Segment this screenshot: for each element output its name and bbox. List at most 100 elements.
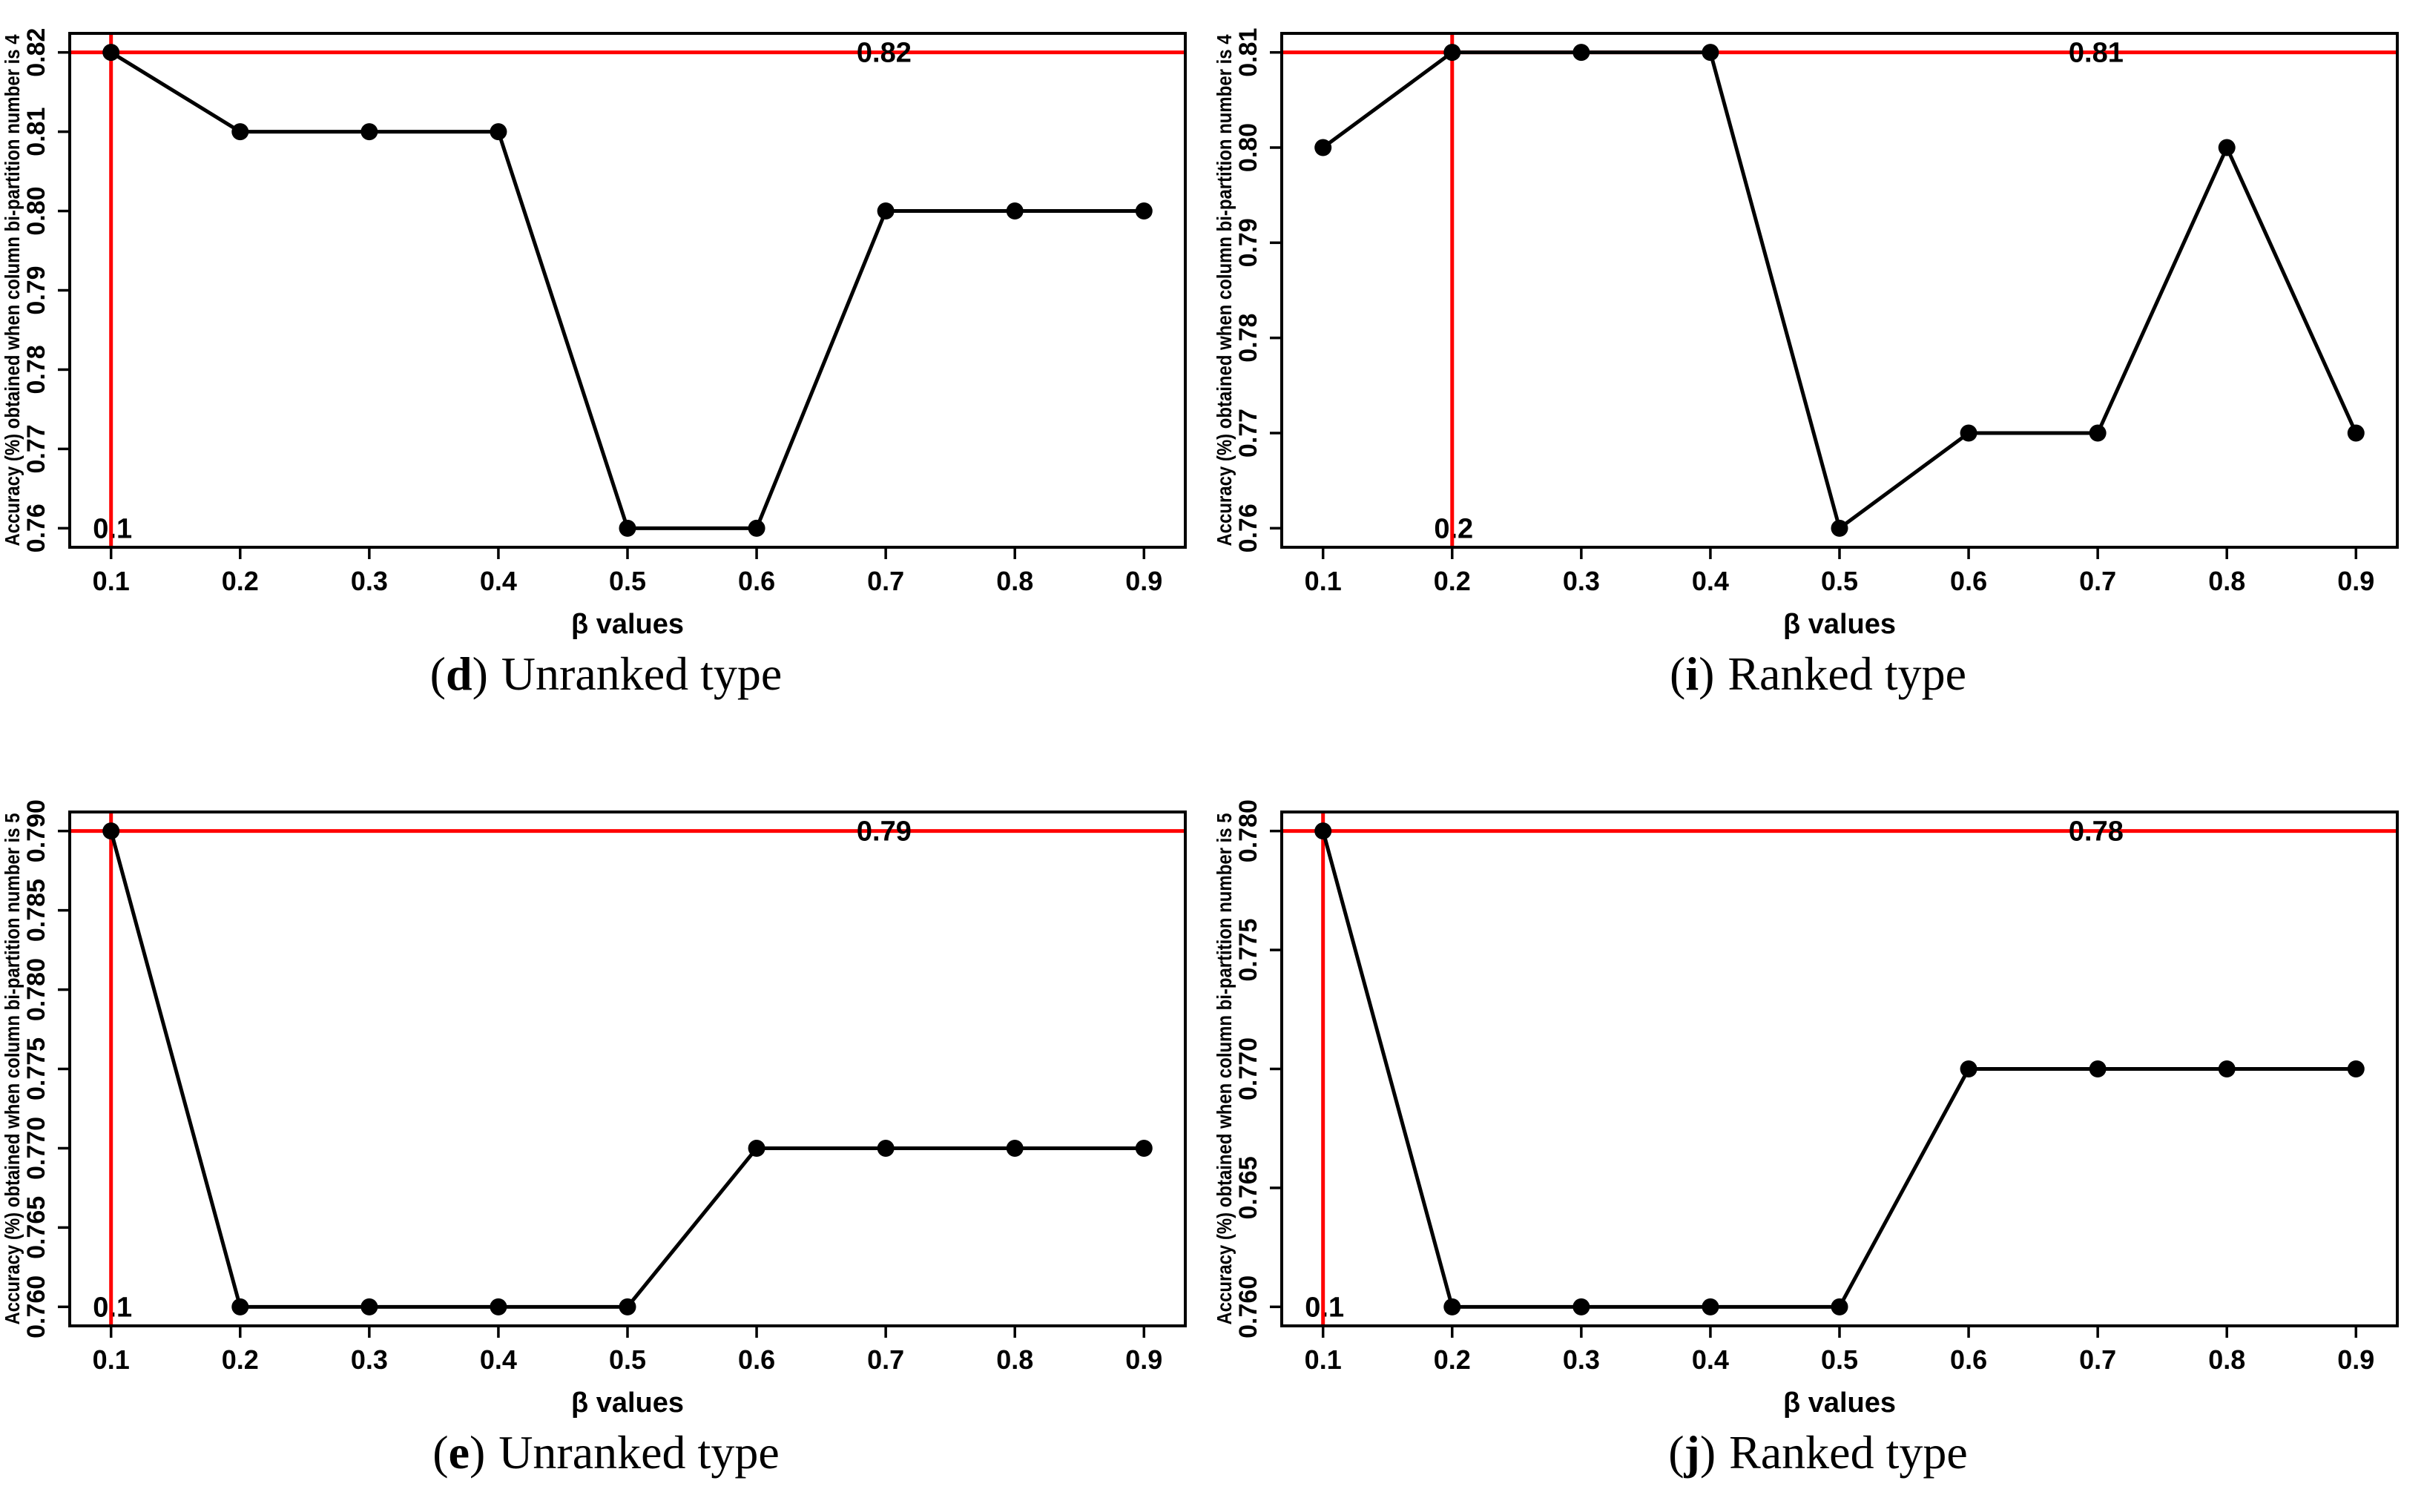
x-tick-label: 0.6 [738,1344,775,1375]
x-tick-label: 0.1 [93,566,130,596]
x-tick-label: 0.8 [996,1344,1033,1375]
hline-label: 0.78 [2069,816,2124,848]
caption-letter: d [445,647,472,700]
caption-paren: ) [469,1426,486,1479]
y-tick-label: 0.765 [22,1196,50,1259]
y-axis-label: Accuracy (%) obtained when column bi-par… [1213,34,1236,546]
x-tick-label: 0.4 [480,566,517,596]
caption-text: Unranked type [501,647,783,700]
data-point [102,822,120,840]
data-point [877,202,895,220]
x-tick-label: 0.9 [1125,1344,1162,1375]
hline-label: 0.81 [2069,38,2124,69]
x-tick-label: 0.9 [1125,566,1162,596]
y-tick-label: 0.775 [22,1037,50,1100]
y-tick-label: 0.80 [22,186,50,235]
x-tick-label: 0.7 [867,566,904,596]
data-point [1006,1139,1024,1157]
line-chart-j: 0.760 0.765 0.770 0.775 0.780 0.1 0.2 0.3 0.4 0.5… [1213,799,2399,1419]
hline-label: 0.82 [857,38,912,69]
caption-paren: ) [1699,647,1715,700]
data-point [102,44,120,62]
x-axis-label: β values [571,1387,684,1419]
x-tick-label: 0.4 [1692,566,1729,596]
y-tick-label: 0.775 [1234,919,1262,982]
caption-paren: ( [429,647,446,700]
data-point [2089,424,2107,442]
y-tick-label: 0.770 [1234,1037,1262,1100]
x-tick-label: 0.5 [609,1344,646,1375]
data-point [1702,44,1719,62]
y-tick-label: 0.780 [1234,799,1262,862]
line-chart-e: 0.760 0.765 0.770 0.775 0.780 0.785 0.790 0.1 0.… [1,799,1187,1419]
y-tick-label: 0.76 [1234,504,1262,552]
data-point [748,1139,765,1157]
data-point [2218,139,2236,156]
data-point [877,1139,895,1157]
data-point [1960,424,1977,442]
data-point [1135,202,1153,220]
data-point [360,1298,378,1315]
x-axis-label: β values [1783,1387,1896,1419]
series-line [1322,50,2358,530]
x-tick-label: 0.8 [996,566,1033,596]
x-tick-label: 0.5 [1821,1344,1858,1375]
data-point [748,519,765,537]
data-point [1831,519,1848,537]
panel-d: 0.76 0.77 0.78 0.79 0.80 0.81 0.82 0.1 0.2 0.3 0.4… [0,0,1212,749]
x-tick-label: 0.8 [2208,1344,2245,1375]
caption-d: (d) Unranked type [430,647,783,701]
data-point [1006,202,1024,220]
data-point [1572,44,1590,62]
panel-j: 0.760 0.765 0.770 0.775 0.780 0.1 0.2 0.3 0.4 0.5… [1212,749,2424,1512]
y-tick-label: 0.81 [22,108,50,156]
data-point [2347,424,2365,442]
y-axis-label: Accuracy (%) obtained when column bi-par… [1,813,24,1325]
x-tick-label: 0.3 [351,1344,388,1375]
caption-letter: i [1685,647,1699,700]
data-point [360,123,378,141]
x-tick-label: 0.9 [2337,566,2374,596]
caption-paren: ) [472,647,488,700]
y-tick-label: 0.785 [22,879,50,942]
data-point [1135,1139,1153,1157]
x-tick-label: 0.1 [93,1344,130,1375]
series-line [109,831,1145,1309]
plot-border [68,32,1187,549]
x-tick-label: 0.7 [2079,566,2116,596]
x-axis-label: β values [1783,609,1896,640]
x-tick-label: 0.8 [2208,566,2245,596]
x-tick-label: 0.4 [1692,1344,1729,1375]
caption-i: (i) Ranked type [1670,647,1966,701]
series-line [1321,831,2357,1309]
y-tick-label: 0.82 [22,28,50,77]
data-point [619,1298,636,1315]
y-tick-label: 0.78 [1234,314,1262,363]
caption-text: Unranked type [498,1426,780,1479]
line-chart-d: 0.76 0.77 0.78 0.79 0.80 0.81 0.82 0.1 0.2 0.3 0.4… [1,28,1187,640]
data-point [619,519,636,537]
y-tick-label: 0.790 [22,799,50,862]
x-tick-label: 0.5 [609,566,646,596]
x-tick-label: 0.9 [2337,1344,2374,1375]
plot-border [1280,32,2399,549]
x-tick-label: 0.6 [738,566,775,596]
y-axis-label: Accuracy (%) obtained when column bi-par… [1,34,24,546]
y-tick-label: 0.79 [22,265,50,314]
caption-letter: j [1684,1426,1700,1479]
y-tick-label: 0.77 [1234,409,1262,458]
y-tick-label: 0.76 [22,504,50,552]
x-tick-label: 0.5 [1821,566,1858,596]
data-point [231,1298,249,1315]
y-tick-label: 0.79 [1234,218,1262,267]
data-point [1831,1298,1848,1315]
data-point [1314,822,1332,840]
x-axis-label: β values [571,609,684,640]
hline-label: 0.79 [857,816,912,848]
x-tick-label: 0.2 [1434,566,1471,596]
plot-border [68,811,1187,1327]
caption-text: Ranked type [1728,647,1966,700]
x-tick-label: 0.6 [1950,1344,1987,1375]
caption-paren: ( [1670,647,1686,700]
